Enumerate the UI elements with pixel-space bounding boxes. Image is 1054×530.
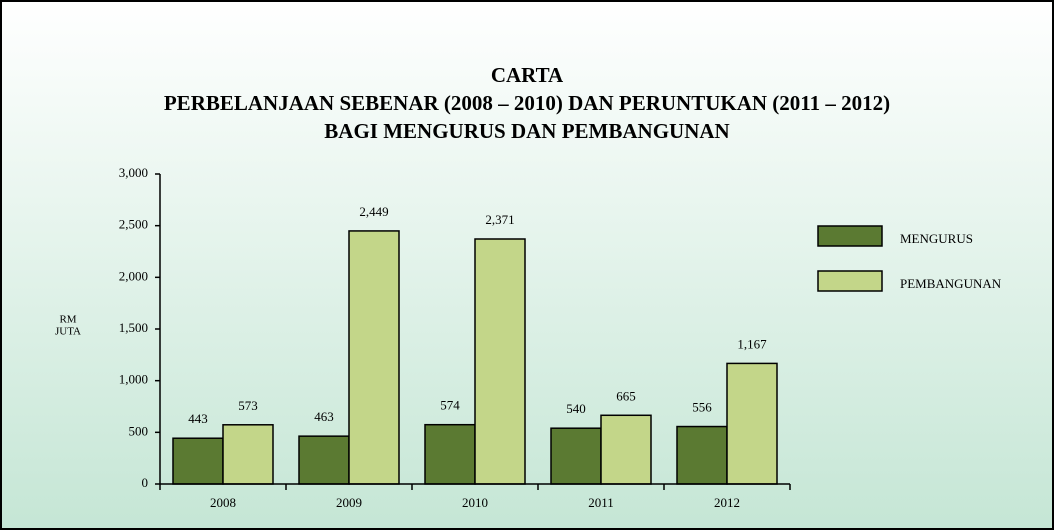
legend-swatch (817, 225, 883, 247)
bar (726, 362, 778, 485)
chart-title: CARTA (491, 63, 564, 87)
y-axis-label: JUTA (55, 326, 81, 338)
bar (600, 414, 652, 485)
value-label: 574 (440, 398, 460, 413)
bar (474, 238, 526, 485)
value-label: 665 (616, 388, 636, 403)
y-tick-label: 0 (142, 475, 149, 490)
x-tick-label: 2011 (588, 495, 614, 510)
x-tick-label: 2012 (714, 495, 740, 510)
bar (676, 425, 728, 485)
legend-swatch (817, 270, 883, 292)
y-tick-label: 2,500 (119, 217, 148, 232)
y-tick-label: 500 (129, 423, 149, 438)
y-tick-label: 3,000 (119, 165, 148, 180)
value-label: 1,167 (737, 336, 767, 351)
value-label: 2,371 (485, 212, 514, 227)
y-axis-label: RM (59, 314, 76, 326)
legend-label: PEMBANGUNAN (900, 276, 1002, 291)
value-label: 2,449 (359, 204, 388, 219)
value-label: 556 (692, 400, 712, 415)
bar (298, 435, 350, 485)
y-tick-label: 1,000 (119, 372, 148, 387)
value-label: 443 (188, 411, 208, 426)
value-label: 540 (566, 401, 586, 416)
bar (550, 427, 602, 485)
bar (424, 423, 476, 485)
value-label: 573 (238, 398, 258, 413)
bar (348, 230, 400, 485)
bar (222, 424, 274, 485)
y-tick-label: 1,500 (119, 320, 148, 335)
x-tick-label: 2010 (462, 495, 488, 510)
x-tick-label: 2008 (210, 495, 236, 510)
legend-label: MENGURUS (900, 231, 973, 246)
chart-title: PERBELANJAAN SEBENAR (2008 – 2010) DAN P… (164, 91, 890, 115)
chart-title: BAGI MENGURUS DAN PEMBANGUNAN (324, 119, 729, 143)
y-tick-label: 2,000 (119, 268, 148, 283)
x-tick-label: 2009 (336, 495, 362, 510)
bar (172, 437, 224, 485)
value-label: 463 (314, 409, 334, 424)
